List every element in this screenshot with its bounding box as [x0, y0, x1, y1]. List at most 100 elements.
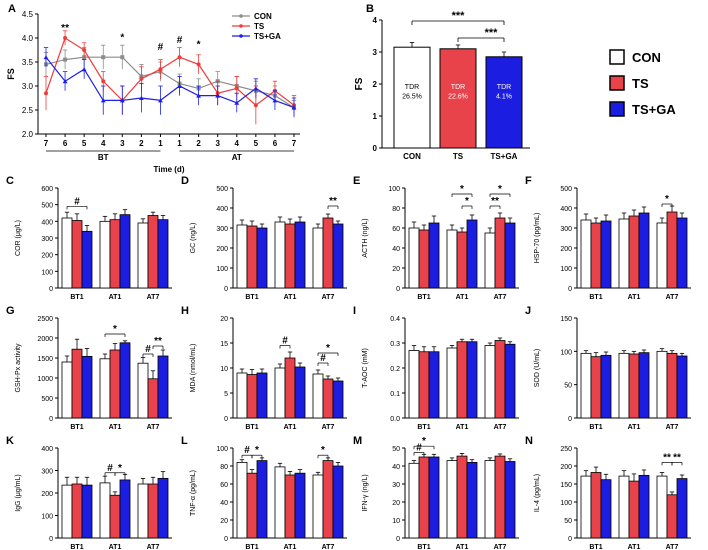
l-y-tick-label: 40 [220, 500, 228, 507]
e-y-tick-label: 0 [396, 286, 400, 293]
l-x-tick-label: BT1 [245, 544, 258, 550]
a-legend-marker-con [239, 14, 243, 18]
k-bar-tsga [81, 484, 93, 539]
a-significance-mark: # [158, 42, 164, 53]
c-y-tick-label: 100 [41, 269, 53, 276]
l-significance-mark: * [321, 445, 325, 456]
i-y-axis-title: T-AOC (mM) [362, 348, 369, 388]
a-y-tick-label: 3.0 [22, 82, 34, 91]
k-x-tick-label: AT7 [147, 544, 160, 550]
l-bar-con [274, 466, 286, 539]
m-bar-tsga [466, 461, 478, 539]
l-bar-ts [284, 474, 296, 539]
f-x-tick-label: AT7 [666, 294, 679, 301]
i-bar-ts [456, 341, 468, 419]
i-bar-tsga [504, 343, 516, 419]
k-y-tick-label: 400 [41, 446, 53, 453]
c-significance-mark: # [74, 196, 80, 207]
f-y-tick-label: 300 [560, 226, 572, 233]
c-bar-ts [147, 215, 159, 289]
c-y-tick-label: 600 [41, 186, 53, 193]
d-y-tick-label: 0 [224, 286, 228, 293]
e-bar-ts [418, 229, 430, 289]
e-significance-mark: * [465, 196, 469, 207]
panel-letter-l: L [181, 435, 188, 447]
n-x-tick-label: BT1 [589, 544, 602, 550]
f-bar-tsga [676, 217, 688, 289]
l-y-tick-label: 80 [220, 464, 228, 471]
i-x-tick-label: BT1 [417, 424, 430, 431]
d-y-axis-title: GC (ng/L) [190, 223, 197, 254]
i-x-tick-label: AT7 [494, 424, 507, 431]
n-y-axis-title: IL-4 (pg/mL) [534, 474, 541, 512]
a-point-tsga [177, 83, 182, 88]
e-bar-tsga [466, 219, 478, 289]
c-bar-con [61, 217, 73, 289]
h-bar-tsga [294, 366, 306, 419]
legend-swatch-ts [609, 75, 625, 91]
d-bar-tsga [332, 223, 344, 289]
m-x-tick-label: BT1 [417, 544, 430, 550]
i-bar-ts [418, 351, 430, 419]
a-x-tick-label: 1 [158, 139, 163, 148]
g-bar-ts [147, 378, 159, 419]
panel-letter-n: N [525, 435, 533, 447]
h-bar-con [274, 367, 286, 419]
i-bar-con [484, 345, 496, 419]
d-y-tick-label: 200 [216, 246, 228, 253]
b-bar-label: TDR [451, 84, 465, 91]
k-x-tick-label: AT1 [109, 544, 122, 550]
c-bar-con [137, 222, 149, 289]
f-y-tick-label: 500 [560, 186, 572, 193]
a-point-tsga [253, 86, 259, 91]
e-bar-con [408, 227, 420, 289]
e-y-tick-label: 40 [392, 246, 400, 253]
m-bar-tsga [428, 456, 440, 539]
m-x-tick-label: AT1 [456, 544, 469, 550]
n-y-tick-label: 50 [564, 518, 572, 525]
a-point-tsga [158, 98, 163, 103]
h-significance-mark: # [320, 353, 326, 364]
e-y-tick-label: 60 [392, 226, 400, 233]
g-bar-con [61, 361, 73, 419]
f-significance-mark: * [665, 194, 669, 205]
a-x-tick-label: 2 [196, 139, 201, 148]
legend-swatch-con [609, 49, 625, 65]
j-y-axis-title: SOD (U/mL) [534, 349, 541, 388]
c-bar-ts [71, 220, 83, 289]
k-bar-con [137, 483, 149, 539]
e-y-tick-label: 100 [388, 186, 400, 193]
f-bar-con [580, 219, 592, 289]
panel-letter-k: K [6, 435, 14, 447]
c-y-tick-label: 400 [41, 219, 53, 226]
f-bar-tsga [638, 212, 650, 289]
f-y-tick-label: 0 [568, 286, 572, 293]
f-x-tick-label: AT1 [628, 294, 641, 301]
b-y-tick-label: 4 [373, 16, 378, 25]
a-point-tsga [81, 67, 87, 72]
e-significance-mark: * [498, 184, 502, 195]
m-x-tick-label: AT7 [494, 544, 507, 550]
k-y-tick-label: 0 [49, 536, 53, 543]
f-y-tick-label: 200 [560, 246, 572, 253]
b-significance-mark: *** [452, 10, 466, 22]
d-y-tick-label: 100 [216, 266, 228, 273]
b-bar-label: TDR [405, 84, 419, 91]
d-bar-tsga [294, 221, 306, 289]
b-y-tick-label: 0 [373, 144, 378, 153]
n-bar-ts [628, 480, 640, 539]
a-y-tick-label: 4.0 [22, 34, 34, 43]
e-y-tick-label: 80 [392, 206, 400, 213]
g-bar-tsga [119, 342, 131, 419]
g-bar-ts [71, 348, 83, 419]
l-y-tick-label: 0 [224, 536, 228, 543]
h-significance-mark: # [282, 336, 288, 347]
legend-label-tsga: TS+GA [632, 102, 676, 117]
e-bar-con [446, 229, 458, 289]
g-x-tick-label: AT7 [147, 424, 160, 431]
b-x-tick-label: CON [403, 152, 421, 161]
a-point-con [63, 57, 68, 62]
k-y-tick-label: 100 [41, 514, 53, 521]
g-significance-mark: ** [154, 336, 162, 347]
g-y-tick-label: 2500 [37, 316, 53, 323]
